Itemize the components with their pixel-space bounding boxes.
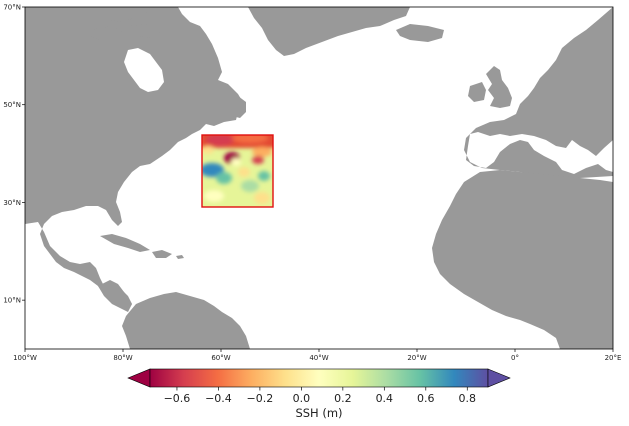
ssh-region-border bbox=[201, 134, 274, 208]
lon-tick-label: 40°W bbox=[309, 354, 328, 362]
land-greenland bbox=[248, 7, 410, 56]
land-arctic-islands bbox=[86, 7, 160, 40]
ssh-patches bbox=[202, 135, 273, 204]
land-great-britain bbox=[486, 66, 512, 108]
longitude-ticks: 100°W 80°W 60°W 40°W 20°W 0° 20°E bbox=[13, 349, 621, 362]
lat-tick-label: 50°N bbox=[3, 101, 21, 109]
latitude-ticks: 70°N 50°N 30°N 10°N bbox=[3, 4, 25, 305]
land-newfoundland bbox=[228, 96, 246, 118]
lat-tick-label: 70°N bbox=[3, 4, 21, 12]
colorbar-tick-label: 0.6 bbox=[417, 392, 435, 405]
colorbar-tick-label: 0.4 bbox=[376, 392, 394, 405]
hudson-bay bbox=[124, 48, 164, 92]
lon-tick-label: 80°W bbox=[113, 354, 132, 362]
land-europe bbox=[464, 7, 613, 180]
colorbar-extend-max bbox=[487, 368, 511, 388]
land-africa bbox=[432, 170, 613, 349]
colorbar-ticks: −0.6 −0.4 −0.2 0.0 0.2 0.4 0.6 0.8 bbox=[164, 387, 476, 405]
colorbar-tick-label: 0.0 bbox=[293, 392, 311, 405]
land-north-america bbox=[25, 7, 244, 310]
land-puerto-rico bbox=[176, 255, 184, 259]
lat-tick-label: 30°N bbox=[3, 199, 21, 207]
land-central-america bbox=[98, 280, 132, 312]
lon-tick-label: 20°E bbox=[605, 354, 622, 362]
ssh-field bbox=[201, 134, 274, 208]
land-iceland bbox=[396, 24, 444, 42]
land-hispaniola bbox=[152, 250, 172, 258]
colorbar-extend-min bbox=[127, 368, 151, 388]
lon-tick-label: 100°W bbox=[13, 354, 37, 362]
colorbar-bar bbox=[149, 368, 489, 388]
colorbar-tick-label: −0.4 bbox=[205, 392, 232, 405]
land-layer bbox=[25, 7, 613, 349]
colorbar-tick-label: 0.2 bbox=[334, 392, 352, 405]
land-south-america bbox=[122, 292, 250, 349]
lat-tick-label: 10°N bbox=[3, 297, 21, 305]
colorbar-tick-label: 0.8 bbox=[459, 392, 477, 405]
lon-tick-label: 60°W bbox=[211, 354, 230, 362]
colorbar-tick-label: −0.2 bbox=[247, 392, 274, 405]
colorbar: −0.6 −0.4 −0.2 0.0 0.2 0.4 0.6 0.8 SSH (m) bbox=[127, 368, 511, 420]
colorbar-title: SSH (m) bbox=[295, 406, 342, 420]
colorbar-tick-label: −0.6 bbox=[164, 392, 191, 405]
lon-tick-label: 20°W bbox=[407, 354, 426, 362]
land-cuba bbox=[100, 234, 150, 252]
land-ireland bbox=[468, 82, 486, 102]
lon-tick-label: 0° bbox=[511, 354, 519, 362]
